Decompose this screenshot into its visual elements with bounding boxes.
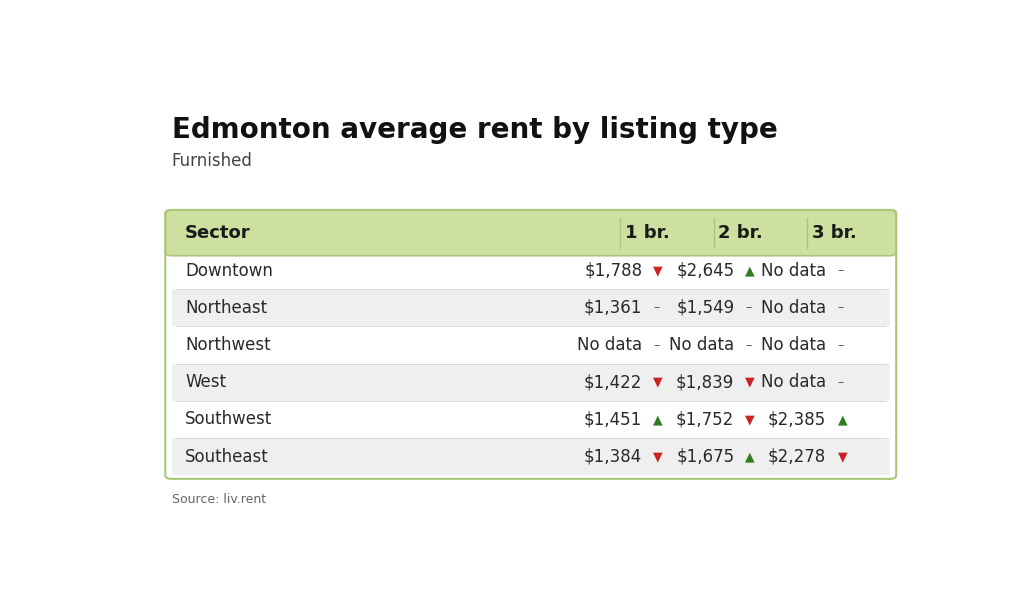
Text: –: – [838,264,844,277]
FancyBboxPatch shape [172,438,890,475]
Text: 2 br.: 2 br. [718,224,763,242]
Text: $1,675: $1,675 [676,448,734,466]
Text: ▲: ▲ [745,264,755,277]
Text: $1,752: $1,752 [676,411,734,428]
Text: Edmonton average rent by listing type: Edmonton average rent by listing type [172,116,777,144]
Text: ▲: ▲ [653,413,663,426]
Text: ▼: ▼ [653,450,663,463]
Text: $1,839: $1,839 [676,373,734,391]
Text: Northeast: Northeast [185,299,267,317]
Text: ▼: ▼ [653,264,663,277]
FancyBboxPatch shape [172,326,890,363]
Text: No data: No data [761,299,826,317]
Text: $2,278: $2,278 [768,448,826,466]
Text: 3 br.: 3 br. [812,224,857,242]
Text: $2,385: $2,385 [768,411,826,428]
Text: –: – [838,339,844,352]
Text: ▼: ▼ [745,413,755,426]
FancyBboxPatch shape [172,289,890,326]
Text: ▲: ▲ [745,450,755,463]
FancyBboxPatch shape [172,401,890,438]
Text: $1,361: $1,361 [584,299,642,317]
Text: –: – [653,302,659,315]
Text: Sector: Sector [185,224,251,242]
FancyBboxPatch shape [165,210,896,256]
Text: No data: No data [761,336,826,354]
Text: –: – [745,339,752,352]
Text: ▼: ▼ [653,376,663,389]
Text: No data: No data [761,262,826,280]
Text: $1,451: $1,451 [584,411,642,428]
Text: Northwest: Northwest [185,336,270,354]
Text: No data: No data [761,373,826,391]
Text: Furnished: Furnished [172,153,253,170]
Text: $1,422: $1,422 [584,373,642,391]
Text: ▼: ▼ [745,376,755,389]
Text: ▼: ▼ [838,450,847,463]
FancyBboxPatch shape [172,363,890,401]
Text: –: – [838,302,844,315]
Text: Downtown: Downtown [185,262,273,280]
Text: $1,549: $1,549 [676,299,734,317]
Text: $2,645: $2,645 [676,262,734,280]
Text: –: – [745,302,752,315]
Text: No data: No data [670,336,734,354]
Text: $1,384: $1,384 [584,448,642,466]
Text: No data: No data [578,336,642,354]
Text: –: – [653,339,659,352]
Text: ▲: ▲ [838,413,847,426]
Text: Source: liv.rent: Source: liv.rent [172,493,266,506]
Text: Southwest: Southwest [185,411,272,428]
Text: 1 br.: 1 br. [626,224,670,242]
Text: Southeast: Southeast [185,448,269,466]
FancyBboxPatch shape [172,252,890,289]
Text: –: – [838,376,844,389]
Text: West: West [185,373,226,391]
Text: $1,788: $1,788 [584,262,642,280]
